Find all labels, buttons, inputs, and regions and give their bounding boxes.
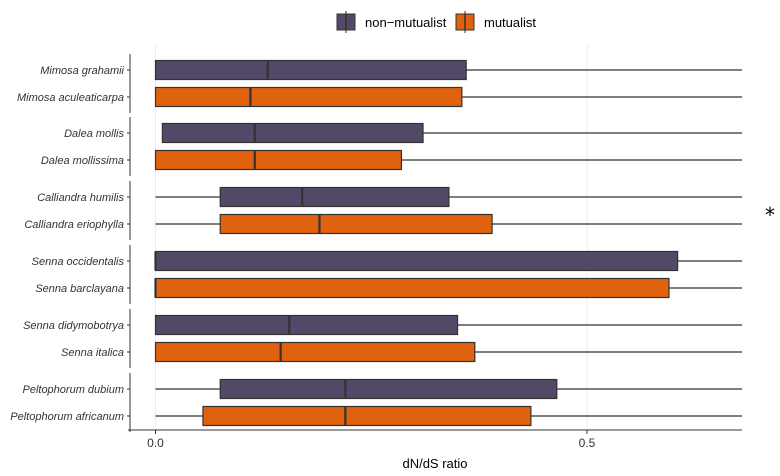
box-senna-barclayana bbox=[154, 277, 670, 299]
species-label-senna-barclayana: Senna barclayana bbox=[35, 283, 124, 295]
box-dalea-mollissima bbox=[154, 149, 403, 171]
box-senna-italica bbox=[154, 341, 476, 363]
species-labels: Mimosa grahamii Mimosa aculeaticarpa Dalea… bbox=[10, 65, 124, 423]
species-label-senna-didymobotrya: Senna didymobotrya bbox=[23, 320, 124, 332]
x-axis-ticks: 0.00.51.0 bbox=[147, 430, 596, 450]
species-label-dalea-mollis: Dalea mollis bbox=[64, 128, 124, 140]
grid-lines bbox=[155, 45, 588, 430]
box-mimosa-aculeaticarpa bbox=[154, 86, 463, 108]
species-label-calliandra-humilis: Calliandra humilis bbox=[37, 192, 124, 204]
box-dalea-mollis bbox=[161, 122, 424, 144]
box-senna-occidentalis bbox=[154, 250, 679, 272]
box-senna-didymobotrya bbox=[154, 314, 459, 336]
box-peltophorum-africanum bbox=[202, 405, 532, 427]
legend-label-1: mutualist bbox=[484, 15, 536, 30]
species-label-dalea-mollissima: Dalea mollissima bbox=[41, 155, 124, 167]
species-label-peltophorum-africanum: Peltophorum africanum bbox=[10, 411, 124, 423]
species-label-mimosa-aculeaticarpa: Mimosa aculeaticarpa bbox=[17, 92, 124, 104]
significance-marker: * bbox=[765, 203, 775, 227]
legend: non−mutualist mutualist bbox=[336, 11, 536, 33]
x-tick-label-0: 0.0 bbox=[147, 436, 164, 450]
species-label-senna-italica: Senna italica bbox=[61, 347, 124, 359]
species-label-calliandra-eriophylla: Calliandra eriophylla bbox=[24, 219, 124, 231]
box-mimosa-grahamii bbox=[154, 59, 467, 81]
x-tick-label-1: 0.5 bbox=[579, 436, 596, 450]
box-calliandra-eriophylla bbox=[219, 213, 493, 235]
species-label-mimosa-grahamii: Mimosa grahamii bbox=[40, 65, 124, 77]
species-label-senna-occidentalis: Senna occidentalis bbox=[32, 256, 125, 268]
box-peltophorum-dubium bbox=[219, 378, 558, 400]
box-calliandra-humilis bbox=[219, 186, 450, 208]
species-label-peltophorum-dubium: Peltophorum dubium bbox=[22, 384, 124, 396]
axis-lines bbox=[127, 54, 742, 432]
legend-label-0: non−mutualist bbox=[365, 15, 447, 30]
boxplot-area bbox=[154, 59, 742, 427]
x-axis-title: dN/dS ratio bbox=[402, 456, 467, 471]
